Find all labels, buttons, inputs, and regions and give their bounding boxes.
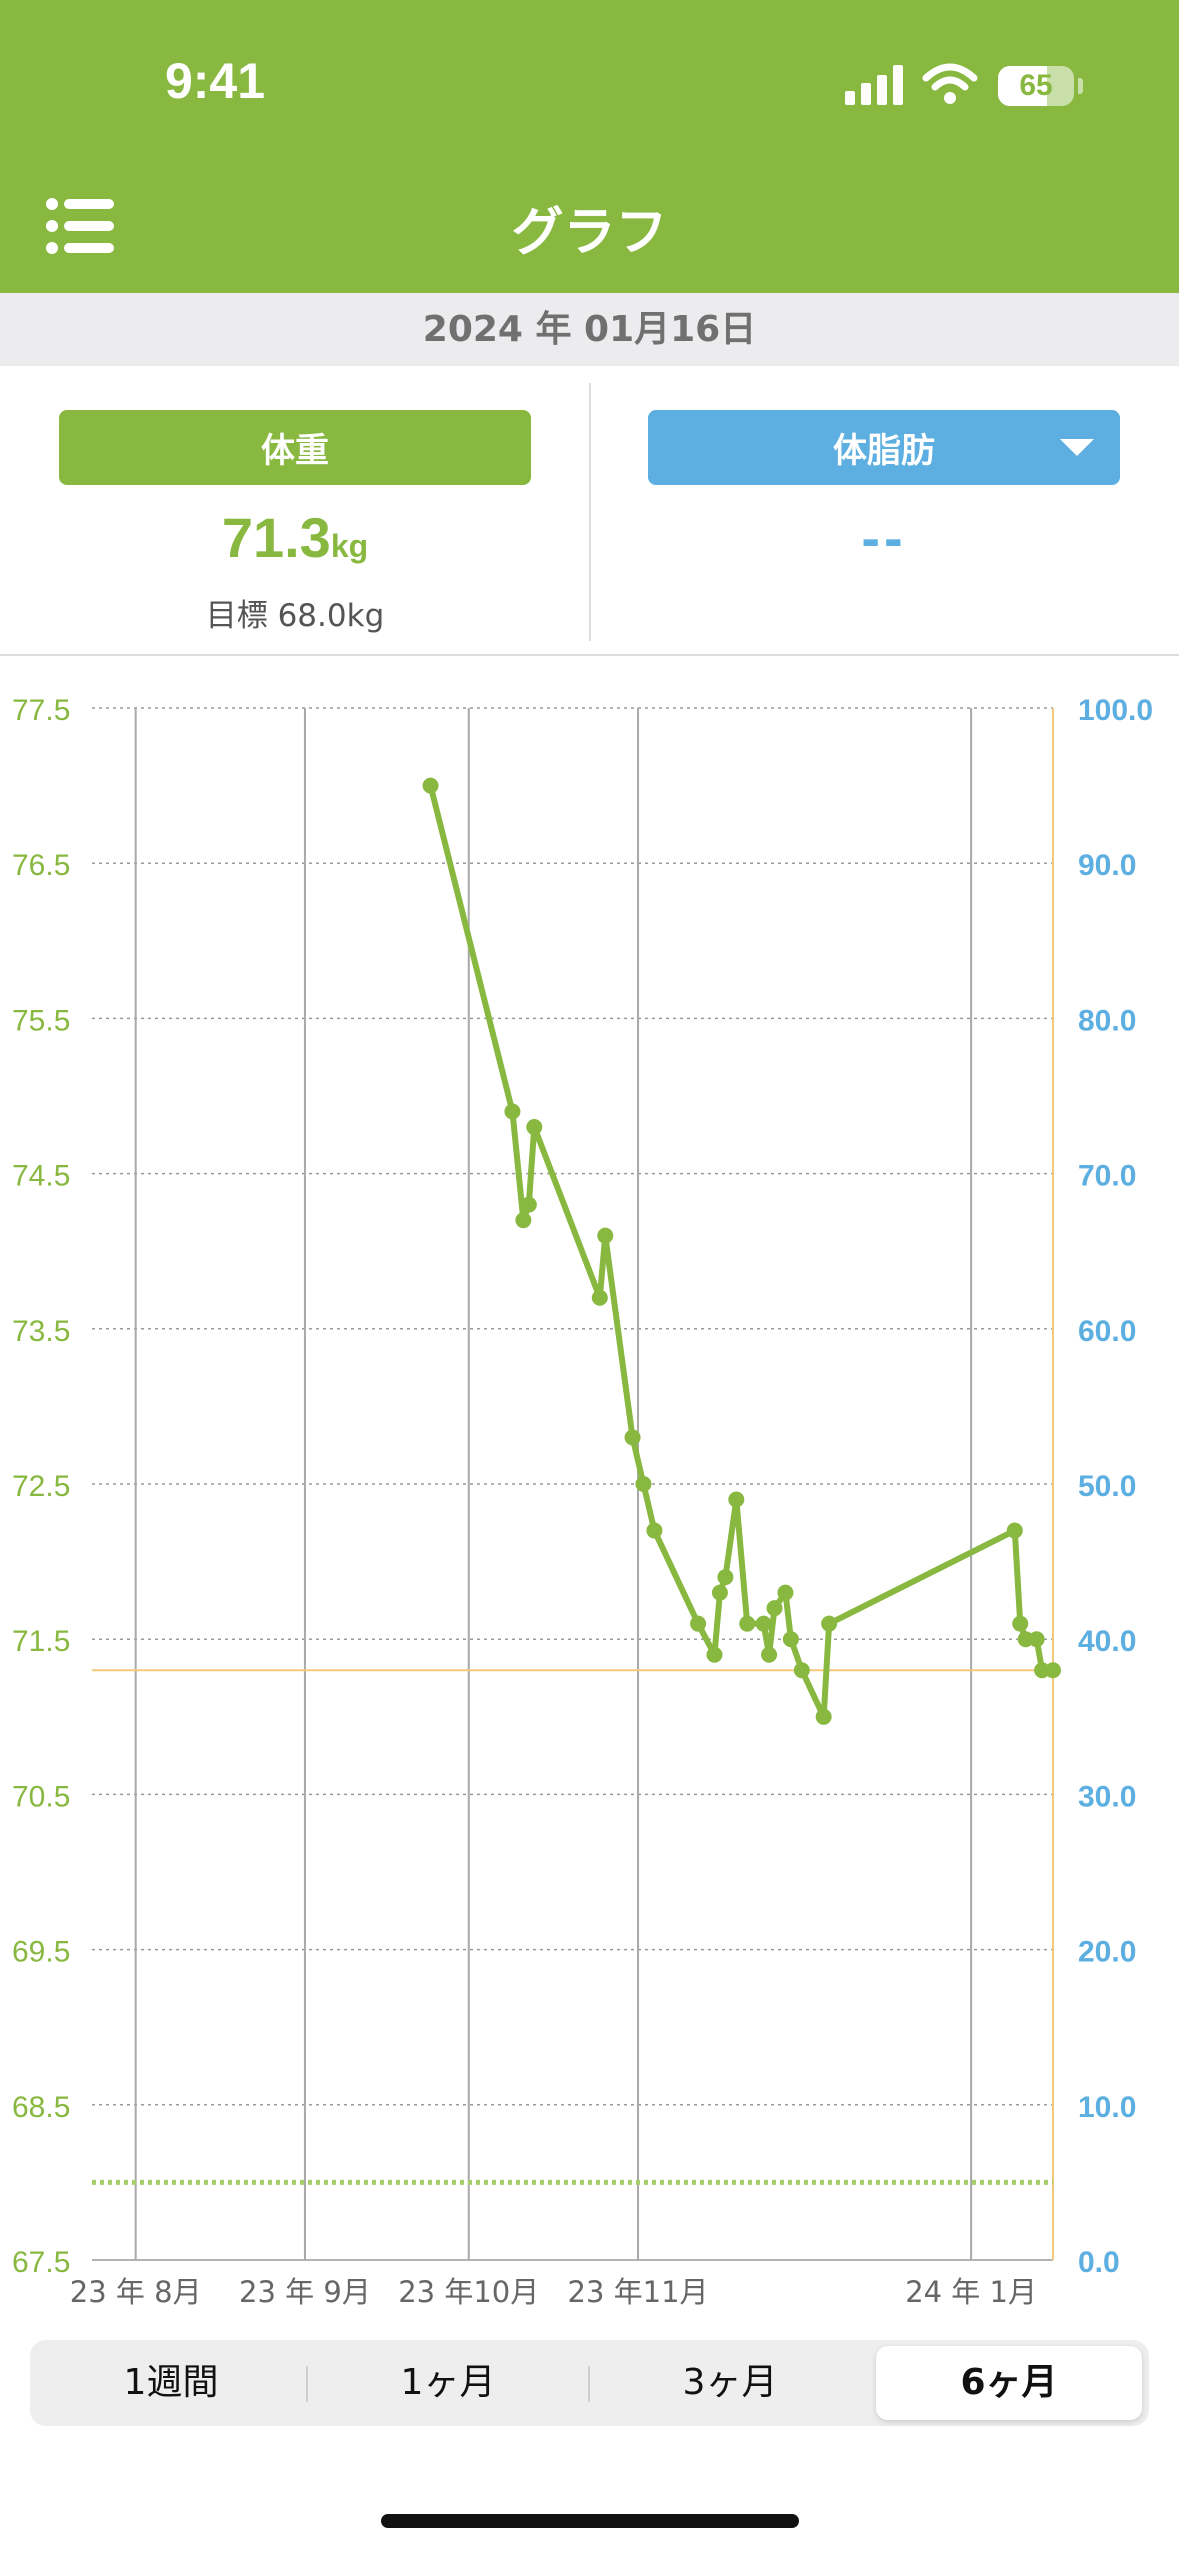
x-tick-label: 23 年 8月 <box>70 2275 202 2309</box>
weight-data-point[interactable] <box>777 1584 794 1601</box>
body-fat-label: 体脂肪 <box>833 431 935 471</box>
y-left-tick-label: 77.5 <box>12 694 70 727</box>
y-left-tick-label: 73.5 <box>12 1315 70 1348</box>
weight-data-point[interactable] <box>624 1429 641 1446</box>
y-right-tick-label: 30.0 <box>1078 1780 1136 1813</box>
current-weight-unit: kg <box>330 528 369 564</box>
y-left-tick-label: 72.5 <box>12 1470 70 1503</box>
page-title: グラフ <box>511 203 668 263</box>
weight-label: 体重 <box>261 431 329 471</box>
period-separator <box>588 2366 590 2402</box>
weight-tab-button[interactable]: 体重 <box>59 410 531 485</box>
weight-data-point[interactable] <box>422 777 439 794</box>
period-tab-3-months[interactable]: 3ヶ月 <box>682 2362 778 2403</box>
y-right-tick-label: 90.0 <box>1078 849 1136 882</box>
weight-data-point[interactable] <box>1028 1631 1045 1648</box>
signal-icon <box>845 65 903 105</box>
weight-data-point[interactable] <box>755 1615 772 1632</box>
weight-data-point[interactable] <box>766 1600 783 1617</box>
y-left-tick-label: 67.5 <box>12 2246 70 2279</box>
weight-data-point[interactable] <box>717 1569 734 1586</box>
y-left-tick-label: 70.5 <box>12 1780 70 1813</box>
x-tick-label: 23 年11月 <box>568 2275 709 2309</box>
y-right-tick-label: 10.0 <box>1078 2091 1136 2124</box>
period-tab-1-month[interactable]: 1ヶ月 <box>400 2362 496 2403</box>
weight-chart[interactable]: 77.5 100.0 76.5 90.0 75.5 80.0 74.5 70.0 73.5 60.… <box>0 660 1179 2320</box>
period-tab-1-week[interactable]: 1週間 <box>123 2362 219 2403</box>
battery-level: 65 <box>1019 69 1053 102</box>
weight-data-point[interactable] <box>515 1212 532 1229</box>
weight-data-point[interactable] <box>728 1491 745 1508</box>
battery-icon: 65 <box>998 66 1074 106</box>
y-left-tick-label: 74.5 <box>12 1160 70 1193</box>
body-fat-dropdown[interactable]: 体脂肪 <box>648 410 1120 485</box>
y-left-tick-label: 76.5 <box>12 849 70 882</box>
weight-data-point[interactable] <box>690 1615 707 1632</box>
y-right-tick-label: 80.0 <box>1078 1004 1136 1037</box>
weight-data-point[interactable] <box>520 1196 537 1213</box>
weight-data-point[interactable] <box>706 1646 723 1663</box>
status-time: 9:41 <box>164 53 266 109</box>
triangle-down-icon <box>1060 439 1094 456</box>
weight-data-point[interactable] <box>504 1103 521 1120</box>
weight-data-point[interactable] <box>761 1646 778 1663</box>
weight-data-point[interactable] <box>1045 1662 1061 1679</box>
period-separator <box>306 2366 308 2402</box>
y-left-tick-label: 69.5 <box>12 1936 70 1969</box>
weight-data-point[interactable] <box>821 1615 838 1632</box>
x-tick-label: 23 年 9月 <box>239 2275 371 2309</box>
goal-weight: 目標 68.0kg <box>205 598 385 634</box>
weight-data-point[interactable] <box>782 1631 799 1648</box>
list-icon[interactable] <box>46 196 116 256</box>
weight-data-point[interactable] <box>793 1662 810 1679</box>
weight-data-point[interactable] <box>815 1708 832 1725</box>
period-selector: 1週間 1ヶ月 3ヶ月 6ヶ月 <box>30 2340 1149 2426</box>
weight-data-point[interactable] <box>1012 1615 1029 1632</box>
weight-data-point[interactable] <box>526 1119 543 1136</box>
y-right-tick-label: 70.0 <box>1078 1160 1136 1193</box>
home-indicator <box>381 2514 799 2528</box>
weight-data-point[interactable] <box>646 1522 663 1539</box>
weight-data-point[interactable] <box>591 1289 608 1306</box>
body-fat-value: -- <box>861 506 907 569</box>
y-right-tick-label: 20.0 <box>1078 1936 1136 1969</box>
panel-divider <box>589 383 591 641</box>
wifi-icon <box>922 63 978 104</box>
weight-data-point[interactable] <box>635 1476 652 1492</box>
date-bar: 2024 年 01月16日 <box>0 293 1179 366</box>
x-tick-label: 24 年 1月 <box>905 2275 1037 2309</box>
y-right-tick-label: 50.0 <box>1078 1470 1136 1503</box>
current-weight: 71.3kg <box>59 505 531 570</box>
weight-data-point[interactable] <box>597 1227 614 1244</box>
y-left-tick-label: 71.5 <box>12 1625 70 1658</box>
battery-nub <box>1078 78 1083 94</box>
y-right-tick-label: 40.0 <box>1078 1625 1136 1658</box>
panel-divider-bottom <box>0 654 1179 656</box>
current-weight-value: 71.3 <box>221 506 331 569</box>
weight-data-point[interactable] <box>1006 1522 1023 1539</box>
weight-data-point[interactable] <box>711 1584 728 1601</box>
app-header: 9:41 65 グラフ <box>0 0 1179 293</box>
y-left-tick-label: 75.5 <box>12 1004 70 1037</box>
x-tick-label: 23 年10月 <box>398 2275 539 2309</box>
y-left-tick-label: 68.5 <box>12 2091 70 2124</box>
weight-series-line <box>427 782 1056 1720</box>
y-right-tick-label: 60.0 <box>1078 1315 1136 1348</box>
y-right-tick-label: 0.0 <box>1078 2246 1120 2279</box>
y-right-tick-label: 100.0 <box>1078 694 1153 727</box>
period-tab-6-months[interactable]: 6ヶ月 <box>876 2346 1142 2420</box>
weight-data-point[interactable] <box>739 1615 756 1632</box>
